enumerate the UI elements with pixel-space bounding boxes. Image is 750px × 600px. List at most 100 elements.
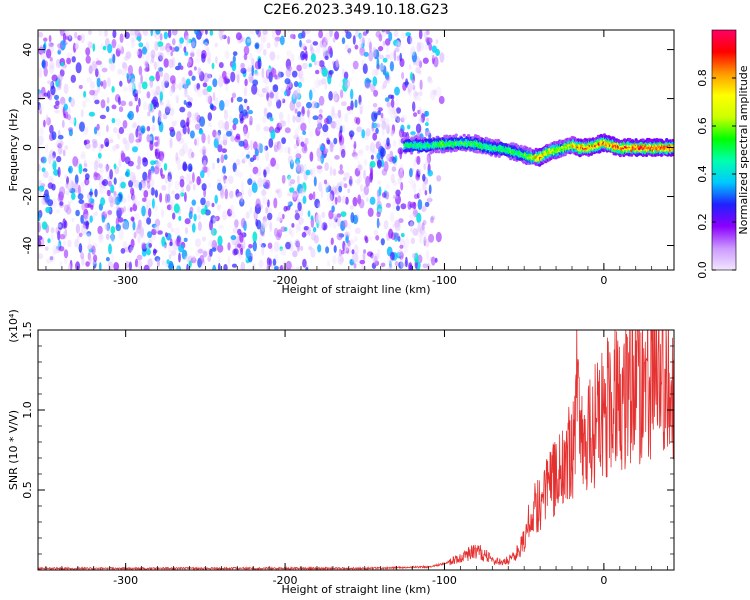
spectrogram-noise-cell — [394, 221, 401, 232]
spectrogram-noise-cell — [304, 30, 311, 34]
spectrogram-noise-cell — [104, 223, 110, 231]
spectrogram-noise-cell — [200, 255, 205, 261]
spectrogram-noise-cell — [65, 183, 68, 189]
spectrogram-noise-cell — [82, 170, 86, 176]
spectrogram-noise-cell — [309, 130, 314, 138]
spectrogram-noise-cell — [104, 163, 109, 175]
spectrogram-noise-cell — [269, 117, 274, 122]
spectrogram-noise-cell — [151, 223, 157, 228]
spectrogram-noise-cell — [340, 250, 345, 255]
spectrogram-noise-cell — [212, 216, 218, 221]
spectrogram-noise-cell — [146, 91, 151, 99]
spectrogram-noise-cell — [410, 72, 413, 81]
spectrogram-noise-cell — [99, 167, 104, 174]
spectrogram-noise-cell — [196, 83, 201, 90]
spectrogram-noise-cell — [264, 145, 269, 151]
spectrogram-noise-cell — [258, 93, 265, 98]
spectrogram-noise-cell — [108, 243, 112, 255]
spectrogram-noise-cell — [309, 89, 313, 101]
spectrogram-noise-cell — [106, 189, 111, 197]
spectrogram-noise-cell — [260, 243, 266, 248]
spectrogram-noise-cell — [380, 262, 386, 267]
spectrogram-noise-cell — [336, 213, 342, 218]
spectrogram-noise-cell — [397, 116, 401, 123]
spectrogram-noise-cell — [419, 79, 423, 91]
spectrogram-noise-cell — [301, 231, 307, 238]
spectrogram-noise-cell — [400, 233, 405, 238]
spectrogram-noise-cell — [141, 205, 146, 217]
spectrogram-noise-cell — [310, 231, 316, 241]
spectrogram-noise-cell — [222, 133, 228, 143]
spectrogram-noise-cell — [195, 238, 201, 248]
spectrogram-noise-cell — [321, 222, 328, 231]
spectrogram-noise-cell — [148, 136, 153, 142]
spectrogram-noise-cell — [112, 30, 117, 39]
spectrogram-noise-cell — [44, 246, 49, 251]
spectrogram-noise-cell — [290, 156, 294, 165]
spectrogram-noise-cell — [167, 176, 171, 181]
spectrogram-noise-cell — [398, 128, 405, 138]
spectrogram-noise-cell — [78, 243, 83, 253]
spectrogram-noise-cell — [84, 97, 90, 103]
spectrogram-noise-cell — [197, 87, 203, 98]
spectrogram-noise-cell — [418, 168, 422, 175]
spectrogram-noise-cell — [232, 117, 239, 125]
spectrogram-noise-cell — [95, 68, 99, 78]
spectrogram-noise-cell — [202, 88, 208, 96]
spectrogram-noise-cell — [270, 129, 276, 140]
spectrogram-noise-cell — [322, 41, 327, 53]
spectrogram-noise-cell — [389, 263, 393, 270]
spectrogram-noise-cell — [435, 86, 442, 98]
spectrogram-noise-cell — [251, 182, 258, 193]
spectrogram-noise-cell — [146, 125, 151, 132]
spectrogram-noise-cell — [57, 43, 64, 49]
colorbar-gradient — [712, 30, 736, 270]
spectrogram-noise-cell — [164, 232, 168, 238]
spectrogram-noise-cell — [204, 41, 209, 49]
spectrogram-noise-cell — [184, 191, 187, 203]
spectrogram-noise-cell — [235, 188, 240, 198]
spectrogram-noise-cell — [409, 221, 414, 230]
spectrogram-noise-cell — [40, 52, 47, 61]
spectrogram-ridge-cell — [437, 150, 441, 154]
spectrogram-noise-cell — [236, 96, 243, 102]
spectrogram-noise-cell — [262, 115, 267, 124]
spectrogram-noise-cell — [390, 99, 395, 108]
spectrogram-noise-cell — [98, 163, 103, 169]
spectrogram-noise-cell — [349, 205, 355, 210]
spectrogram-noise-cell — [68, 165, 73, 174]
spectrogram-noise-cell — [262, 216, 267, 223]
spectrogram-noise-cell — [175, 94, 180, 102]
spectrogram-noise-cell — [159, 70, 163, 78]
spectrogram-noise-cell — [389, 211, 395, 223]
spectrogram-noise-cell — [85, 179, 90, 185]
spectrogram-noise-cell — [329, 142, 334, 153]
spectrogram-noise-cell — [75, 223, 81, 234]
colorbar-tick-label: 0.4 — [696, 165, 709, 183]
spectrogram-noise-cell — [222, 70, 227, 80]
spectrogram-noise-cell — [315, 213, 320, 224]
spectrogram-noise-cell — [184, 89, 188, 94]
spectrogram-noise-cell — [340, 211, 347, 218]
spectrogram-noise-cell — [408, 262, 413, 270]
spectrogram-noise-cell — [362, 31, 368, 36]
spectrogram-noise-cell — [397, 147, 404, 155]
spectrogram-noise-cell — [260, 222, 265, 233]
spectrogram-noise-cell — [249, 120, 253, 126]
spectrogram-noise-cell — [358, 101, 364, 112]
spectrogram-noise-cell — [185, 228, 188, 235]
spectrogram-noise-cell — [295, 101, 302, 108]
spectrogram-noise-cell — [397, 41, 402, 49]
spectrogram-noise-cell — [281, 174, 286, 184]
spectrogram-frame — [37, 29, 675, 271]
spectrogram-ridge-cell — [519, 144, 523, 148]
spectrogram-noise-cell — [38, 67, 43, 78]
spectrogram-noise-cell — [154, 141, 158, 147]
spectrogram-noise-cell — [50, 85, 56, 96]
spectrogram-noise-cell — [274, 36, 281, 42]
spectrogram-noise-cell — [118, 158, 122, 168]
spectrogram-noise-cell — [48, 175, 54, 185]
spectrogram-noise-cell — [150, 160, 156, 166]
spectrogram-noise-cell — [78, 84, 83, 90]
spectrogram-noise-cell — [359, 259, 366, 265]
